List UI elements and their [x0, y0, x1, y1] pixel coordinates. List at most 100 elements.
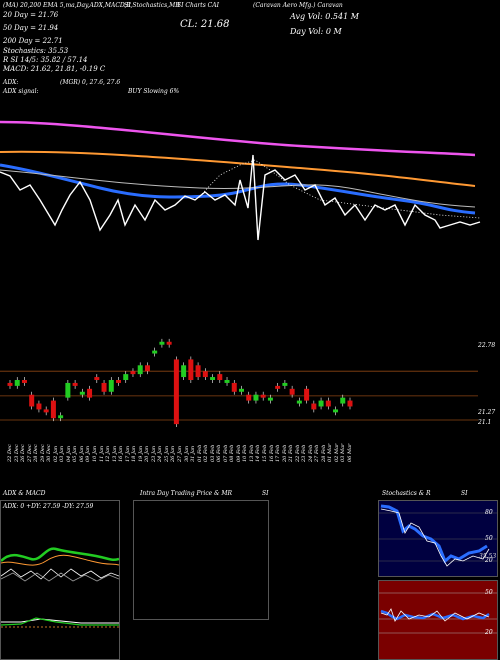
candle [340, 397, 346, 404]
candle [304, 388, 310, 401]
date-tick-label: 13 Jan [111, 445, 118, 462]
date-tick-label: 17 Feb [275, 444, 282, 462]
date-tick-label: 30 Jan [183, 445, 190, 462]
date-tick-label: 20 Feb [281, 444, 288, 462]
date-tick-label: 06 Mar [347, 443, 353, 462]
adx-label: ADX: [3, 79, 19, 86]
adx-values: ADX: 0 +DY: 27.59 -DY: 27.59 [3, 503, 94, 510]
candle [347, 400, 353, 407]
stoch-panel-si: SI [461, 490, 468, 497]
candle [36, 403, 42, 410]
candle [72, 382, 78, 386]
date-tick-label: 21 Feb [288, 444, 295, 462]
rsi-label: R SI 14/5: 35.82 / 57.14 [3, 56, 88, 64]
date-tick-label: 10 Jan [92, 445, 98, 462]
date-tick-label: 20 Jan [144, 445, 151, 462]
candle [65, 382, 71, 398]
candle [29, 394, 35, 407]
candle [231, 382, 237, 392]
candle [94, 377, 100, 380]
price-axis-top: 22.78 [478, 342, 496, 349]
date-tick-label: 16 Feb [268, 444, 275, 462]
candle [275, 385, 281, 389]
stoch-panel-title: Stochastics & R [382, 490, 431, 497]
date-tick-label: 22 Dec [7, 444, 13, 462]
rsi-axis-50: 50 [485, 589, 493, 596]
moving-average-chart [0, 120, 481, 241]
date-tick-label: 12 Jan [105, 445, 112, 462]
adx-macd-panel: ADX: 0 +DY: 27.59 -DY: 27.59 [0, 500, 120, 660]
date-tick-label: 03 Jan [59, 445, 66, 462]
candle [43, 409, 49, 413]
header-line1-c: SI Charts CAI [177, 2, 219, 9]
ma20-label: 20 Day = 21.76 [3, 11, 59, 19]
day-volume-label: Day Vol: 0 M [290, 27, 342, 36]
candle [101, 382, 107, 392]
candle [289, 388, 295, 395]
ma200-label: 200 Day = 22.71 [3, 37, 63, 45]
date-tick-label: 26 Dec [20, 444, 27, 462]
date-tick-label: 26 Jan [170, 445, 177, 462]
candle [181, 365, 187, 378]
date-tick-label: 03 Mar [340, 443, 347, 462]
candle [260, 394, 266, 398]
candle [159, 341, 165, 345]
rsi-panel: 50 20 [378, 580, 498, 660]
ma20-line [0, 163, 476, 215]
price-line [0, 154, 481, 241]
candle [173, 359, 179, 425]
date-tick-label: 28 Dec [33, 444, 40, 462]
candle [267, 397, 273, 401]
date-tick-label: 31 Jan [190, 445, 197, 462]
stoch-axis-20: 20 [485, 557, 493, 564]
date-tick-label: 01 Mar [327, 443, 334, 462]
signal-label: BUY Slowing 6% [128, 88, 180, 95]
stochastics-label: Stochastics: 35.53 [3, 47, 69, 55]
date-tick-label: 11 Jan [98, 445, 105, 462]
date-tick-label: 02 Feb [203, 444, 210, 462]
candle [311, 403, 317, 410]
candle [325, 400, 331, 407]
candle [130, 371, 136, 375]
dotted-line [199, 159, 481, 219]
ma50-line [0, 150, 476, 187]
price-axis-mid: 21.27 [478, 409, 496, 416]
candle [116, 380, 122, 383]
intraday-panel-si: SI [262, 490, 269, 497]
candle [58, 415, 64, 419]
date-tick-label: 27 Feb [314, 444, 321, 462]
stoch-current-value: 35.53 [479, 553, 497, 560]
ma-gray-line [0, 169, 476, 208]
date-tick-label: 29 Dec [39, 444, 46, 462]
header-line1-b: SI,Stochastics,MR [124, 2, 180, 9]
header-line1-a: (MA) 20,200 EMA 5,ma,Day,ADX,MACD,R [3, 2, 131, 9]
date-tick-label: 14 Feb [255, 444, 262, 462]
candle [195, 365, 201, 378]
date-tick-label: 30 Dec [46, 444, 53, 462]
date-tick-label: 27 Dec [26, 444, 33, 462]
candle [7, 382, 13, 386]
candle [152, 350, 158, 354]
stoch-axis-80: 80 [485, 509, 493, 516]
candle [282, 382, 288, 386]
rsi-axis-20: 20 [485, 629, 493, 636]
date-tick-label: 18 Jan [131, 445, 138, 462]
candle [123, 374, 129, 380]
date-tick-label: 09 Jan [85, 445, 92, 462]
price-axis-low: 21.1 [478, 419, 492, 426]
date-tick-label: 22 Feb [294, 444, 301, 462]
candle [50, 400, 56, 419]
intraday-panel [133, 500, 269, 620]
intraday-panel-title: Intra Day Trading Price & MR [140, 490, 233, 497]
date-tick-label: 27 Jan [177, 445, 183, 462]
ma50-label: 50 Day = 21.94 [3, 24, 59, 32]
candle [87, 388, 93, 398]
candle [318, 400, 324, 407]
stoch-axis-50: 50 [485, 535, 493, 542]
candle [188, 359, 194, 380]
stochastics-panel: 80 50 20 35.53 [378, 500, 498, 577]
candle [14, 380, 20, 386]
candle [79, 391, 85, 395]
mrsi-label: (MGR) 0, 27.6, 27.6 [60, 79, 121, 86]
candle [202, 371, 208, 378]
